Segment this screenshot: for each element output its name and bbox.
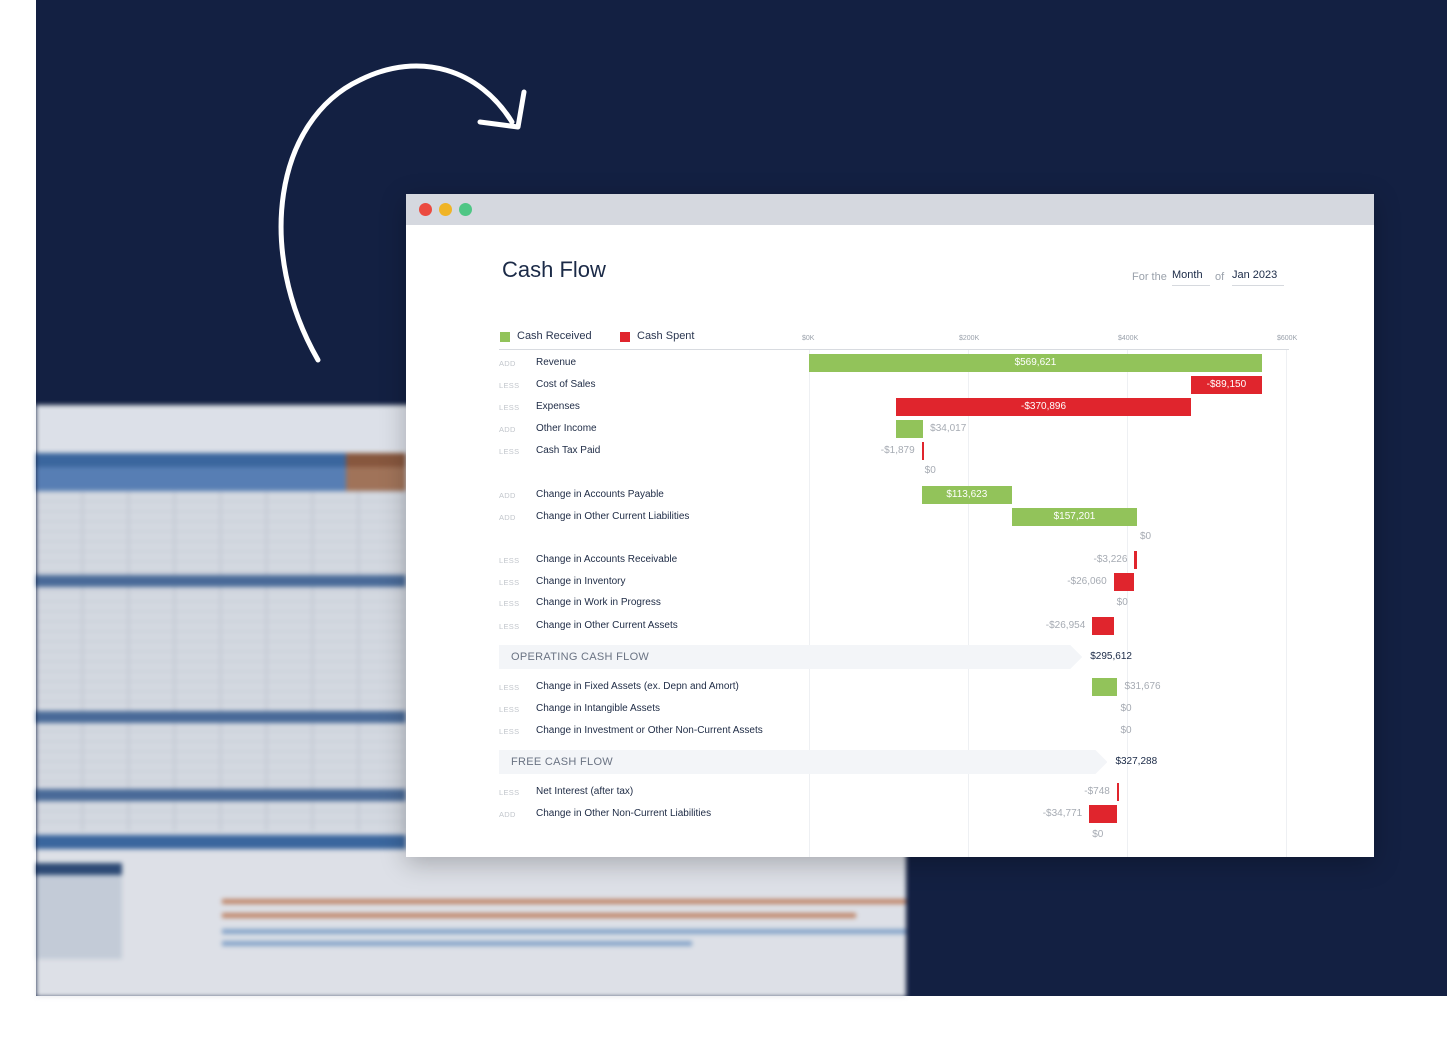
received-legend-swatch <box>500 332 510 342</box>
row-label: Change in Inventory <box>536 576 626 587</box>
bar-value-label: $569,621 <box>1014 357 1057 368</box>
section-value: $295,612 <box>1090 651 1132 662</box>
row-tag: LESS <box>499 403 520 412</box>
page-title: Cash Flow <box>502 257 606 282</box>
minimize-window-icon[interactable] <box>439 203 452 216</box>
waterfall-bar <box>1092 678 1118 696</box>
section-label: FREE CASH FLOW <box>511 756 613 768</box>
x-tick-label: $600K <box>1277 335 1298 342</box>
bar-value-label: $0 <box>1092 829 1104 840</box>
row-tag: LESS <box>499 381 520 390</box>
bar-value-label: -$34,771 <box>1042 808 1083 819</box>
row-tag: LESS <box>499 727 520 736</box>
waterfall-bar <box>1089 805 1117 823</box>
chart-axis-line <box>499 349 1289 350</box>
waterfall-bar <box>921 486 1012 504</box>
row-label: Change in Fixed Assets (ex. Depn and Amo… <box>536 681 739 692</box>
row-tag: ADD <box>499 359 516 368</box>
row-label: Change in Accounts Payable <box>536 489 664 500</box>
section-banner <box>499 750 1107 774</box>
row-tag: LESS <box>499 788 520 797</box>
period-unit-select[interactable]: Month <box>1172 269 1210 286</box>
bar-value-label: -$3,226 <box>1093 554 1128 565</box>
bar-value-label: $0 <box>1120 703 1132 714</box>
bar-value-label: -$370,896 <box>1021 401 1067 412</box>
section-value: $327,288 <box>1115 756 1158 767</box>
row-label: Net Interest (after tax) <box>536 786 634 797</box>
x-gridline <box>1127 350 1128 857</box>
row-label: Cash Tax Paid <box>536 445 601 456</box>
bar-value-label: $0 <box>1116 597 1128 608</box>
waterfall-bar <box>1113 573 1135 591</box>
waterfall-bar <box>1190 376 1262 394</box>
bar-value-label: $113,623 <box>946 489 988 500</box>
period-date-select[interactable]: Jan 2023 <box>1232 269 1284 286</box>
row-tag: LESS <box>499 705 520 714</box>
row-label: Change in Intangible Assets <box>536 703 660 714</box>
bar-value-label: $31,676 <box>1124 681 1161 692</box>
x-tick-label: $200K <box>959 335 980 342</box>
maximize-window-icon[interactable] <box>459 203 472 216</box>
x-gridline <box>968 350 969 857</box>
cash-flow-window: Cash Flow For the Month of Jan 2023 Cash… <box>406 194 1374 857</box>
row-label: Other Income <box>536 423 597 434</box>
row-tag: ADD <box>499 491 516 500</box>
x-tick-label: $400K <box>1118 335 1139 342</box>
bar-value-label: -$748 <box>1084 786 1110 797</box>
waterfall-bar <box>1134 551 1137 569</box>
x-gridline <box>1286 350 1287 857</box>
row-tag: LESS <box>499 447 520 456</box>
row-label: Change in Investment or Other Non-Curren… <box>536 725 763 736</box>
waterfall-bar <box>896 398 1191 416</box>
waterfall-bar <box>1011 508 1137 526</box>
close-window-icon[interactable] <box>419 203 432 216</box>
section-banner <box>499 645 1082 669</box>
x-tick-label: $0K <box>802 335 815 342</box>
legend-spent: Cash Spent <box>637 330 695 342</box>
row-label: Change in Other Current Assets <box>536 620 678 631</box>
row-tag: ADD <box>499 810 516 819</box>
spent-legend-swatch <box>620 332 630 342</box>
bar-value-label: $157,201 <box>1053 511 1096 522</box>
legend-received: Cash Received <box>517 330 592 342</box>
bar-value-label: -$26,954 <box>1045 620 1086 631</box>
row-label: Change in Other Current Liabilities <box>536 511 690 522</box>
bar-value-label: -$1,879 <box>880 445 915 456</box>
bar-value-label: $0 <box>1139 531 1152 542</box>
row-tag: ADD <box>499 513 516 522</box>
row-label: Change in Work in Progress <box>536 597 661 608</box>
bar-value-label: -$89,150 <box>1206 379 1247 390</box>
row-tag: LESS <box>499 683 520 692</box>
period-prefix: For the <box>1132 271 1167 283</box>
bar-value-label: $34,017 <box>930 423 967 434</box>
row-label: Change in Other Non-Current Liabilities <box>536 808 712 819</box>
waterfall-bar <box>921 442 925 460</box>
row-tag: LESS <box>499 556 520 565</box>
row-label: Cost of Sales <box>536 379 596 390</box>
row-label: Change in Accounts Receivable <box>536 554 678 565</box>
section-label: OPERATING CASH FLOW <box>511 651 650 663</box>
row-tag: ADD <box>499 425 516 434</box>
period-of: of <box>1215 271 1225 283</box>
row-tag: LESS <box>499 578 520 587</box>
bar-value-label: $0 <box>924 465 936 476</box>
row-tag: LESS <box>499 622 520 631</box>
waterfall-bar <box>896 420 924 438</box>
x-gridline <box>809 350 810 857</box>
waterfall-bar <box>809 354 1262 372</box>
row-tag: LESS <box>499 599 520 608</box>
waterfall-bar <box>1116 783 1120 801</box>
window-titlebar <box>406 194 1374 225</box>
row-label: Expenses <box>536 401 580 412</box>
row-label: Revenue <box>536 357 577 368</box>
bar-value-label: $0 <box>1120 725 1132 736</box>
waterfall-bar <box>1092 617 1114 635</box>
bar-value-label: -$26,060 <box>1067 576 1107 587</box>
